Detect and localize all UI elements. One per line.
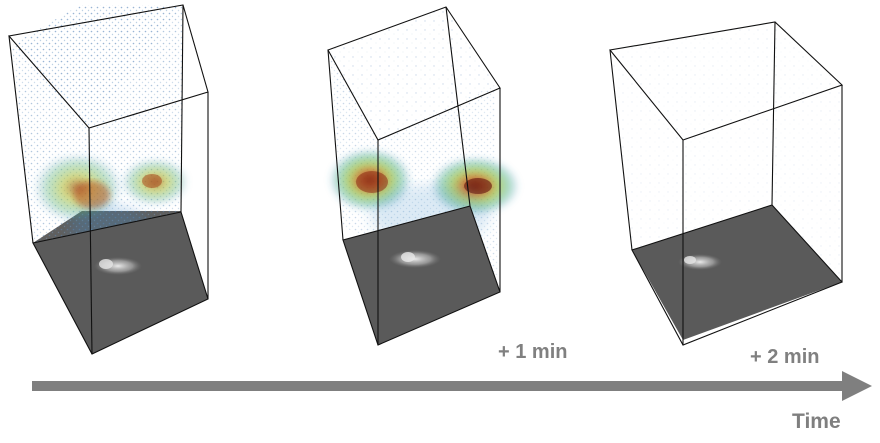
box-edges-t2 bbox=[608, 21, 844, 346]
time-label-plus-1-min: + 1 min bbox=[498, 341, 568, 363]
time-arrow bbox=[32, 371, 872, 401]
box-edges-t0 bbox=[7, 4, 209, 355]
time-axis-label: Time bbox=[792, 410, 841, 433]
time-label-plus-2-min: + 2 min bbox=[750, 346, 820, 368]
volume-panel-t0 bbox=[7, 4, 209, 355]
box-edges-t1 bbox=[327, 6, 501, 346]
volume-panel-t1 bbox=[327, 6, 520, 346]
volume-panel-t2 bbox=[608, 20, 844, 346]
